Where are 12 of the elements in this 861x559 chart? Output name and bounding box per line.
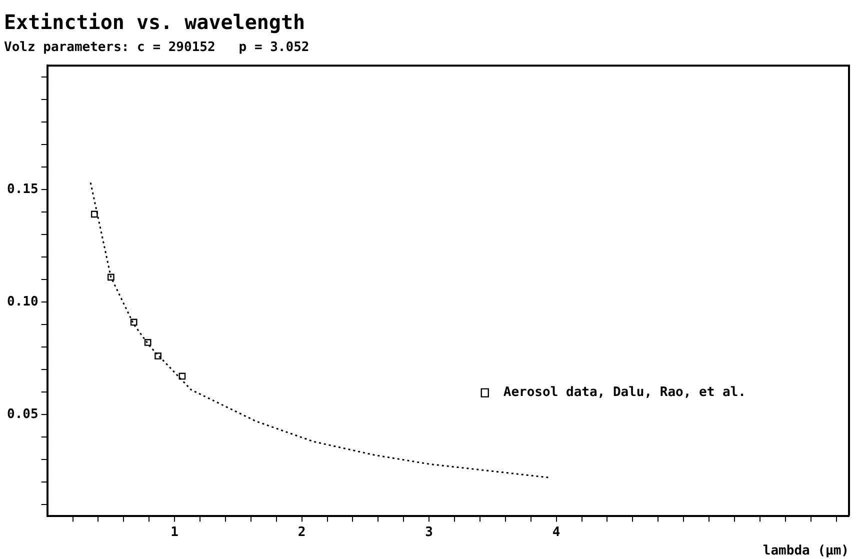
x-axis-title: lambda (μm) [762,544,849,559]
y-tick-label: 0.05 [6,406,38,422]
y-tick-label: 0.10 [6,294,38,310]
x-tick-label: 3 [425,524,433,540]
x-tick-label: 2 [298,524,306,540]
point [90,210,98,218]
chart-subtitle: Volz parameters: c = 290152 p = 3.052 [4,40,310,56]
x-tick-label: 4 [552,524,560,540]
legend-label: Aerosol data, Dalu, Rao, et al. [503,385,746,400]
y-tick-label: 0.15 [6,182,38,197]
chart-title: Extinction vs. wavelength [4,10,306,34]
x-tick-label: 1 [170,524,179,540]
